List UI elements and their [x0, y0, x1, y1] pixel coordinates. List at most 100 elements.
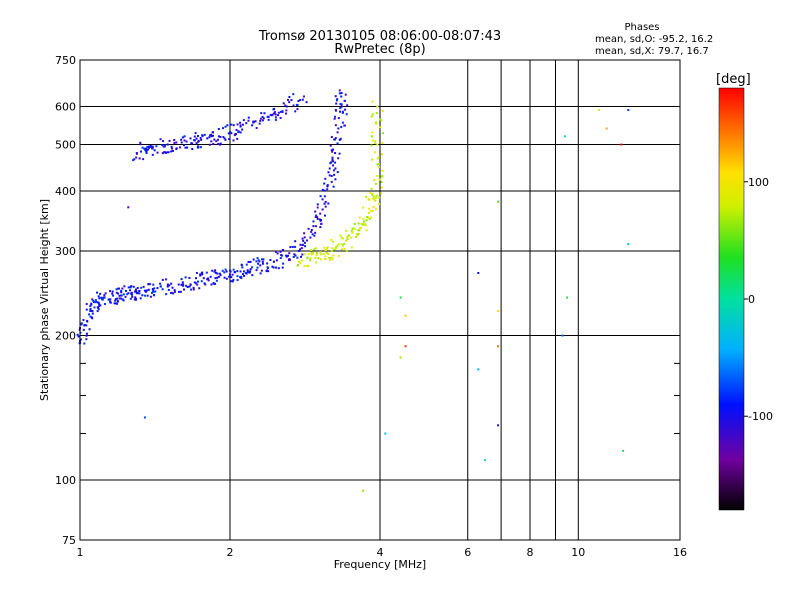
data-point [126, 293, 129, 296]
data-point [223, 271, 226, 274]
data-point [225, 277, 228, 280]
data-point [340, 248, 343, 251]
data-point [326, 188, 329, 191]
x-tick-label: 6 [464, 546, 471, 559]
data-point [210, 283, 213, 286]
data-point [230, 280, 233, 283]
data-point [115, 297, 118, 300]
data-point [199, 273, 202, 276]
data-point [301, 98, 304, 101]
data-point [269, 113, 272, 116]
data-point [294, 240, 297, 243]
data-point [496, 345, 499, 348]
data-point [282, 262, 285, 265]
data-point [165, 278, 168, 281]
data-point [197, 140, 200, 143]
data-point [225, 270, 228, 273]
data-point [144, 290, 147, 293]
grid-layer [80, 60, 680, 540]
data-point [340, 125, 343, 128]
data-point [76, 333, 79, 336]
data-point [252, 258, 255, 261]
data-point [99, 292, 102, 295]
data-point [96, 310, 99, 313]
data-point [622, 449, 625, 452]
data-point [309, 259, 312, 262]
data-point [98, 305, 101, 308]
data-point [101, 298, 104, 301]
data-point [221, 127, 224, 130]
data-point [207, 277, 210, 280]
y-tick-label: 75 [62, 534, 76, 547]
data-point [381, 142, 384, 145]
data-point [195, 137, 198, 140]
data-point [344, 108, 347, 111]
data-point [259, 117, 262, 120]
data-point [230, 123, 233, 126]
data-point [318, 218, 321, 221]
data-point [92, 300, 95, 303]
data-point [103, 294, 106, 297]
data-point [183, 135, 186, 138]
data-point [346, 104, 349, 107]
data-point [334, 246, 337, 249]
data-point [235, 133, 238, 136]
data-point [239, 276, 242, 279]
data-point [207, 279, 210, 282]
data-point [138, 157, 141, 160]
data-point [140, 286, 143, 289]
data-point [259, 264, 262, 267]
data-point [240, 275, 243, 278]
data-point [239, 121, 242, 124]
data-point [224, 138, 227, 141]
data-point [331, 164, 334, 167]
data-point [270, 114, 273, 117]
data-point [284, 104, 287, 107]
data-point [134, 296, 137, 299]
data-point [323, 195, 326, 198]
data-point [267, 118, 270, 121]
data-point [292, 255, 295, 258]
data-point [80, 322, 83, 325]
data-point [109, 290, 112, 293]
data-point [316, 206, 319, 209]
data-point [297, 260, 300, 263]
data-point [329, 259, 332, 262]
data-point [219, 142, 222, 145]
data-point [181, 136, 184, 139]
data-point [381, 109, 384, 112]
data-point [135, 292, 138, 295]
data-point [117, 292, 120, 295]
data-point [303, 265, 306, 268]
data-point [85, 334, 88, 337]
data-point [230, 276, 233, 279]
data-point [118, 287, 121, 290]
data-point [95, 300, 98, 303]
data-point [301, 243, 304, 246]
data-point [134, 290, 137, 293]
data-point [307, 253, 310, 256]
data-point [353, 222, 356, 225]
data-point [145, 149, 148, 152]
data-point [196, 146, 199, 149]
data-point [314, 247, 317, 250]
data-point [330, 256, 333, 259]
data-point [214, 271, 217, 274]
data-point [116, 300, 119, 303]
data-point [153, 287, 156, 290]
data-point [123, 285, 126, 288]
data-point [145, 147, 148, 150]
data-point [193, 135, 196, 138]
data-point [326, 247, 329, 250]
data-point [300, 259, 303, 262]
data-point [312, 252, 315, 255]
chart-subtitle: RwPretec (8p) [334, 42, 425, 57]
data-point [336, 244, 339, 247]
data-point [113, 302, 116, 305]
data-point [96, 291, 99, 294]
data-point [340, 92, 343, 95]
data-point [344, 239, 347, 242]
data-point [147, 283, 150, 286]
data-point [269, 259, 272, 262]
data-point [210, 135, 213, 138]
